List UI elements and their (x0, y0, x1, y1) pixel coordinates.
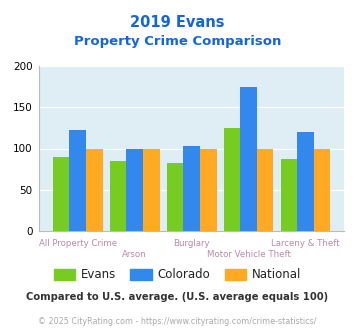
Bar (257, 148, 273, 231)
Bar (297, 132, 314, 231)
Text: © 2025 CityRating.com - https://www.cityrating.com/crime-statistics/: © 2025 CityRating.com - https://www.city… (38, 317, 317, 326)
Bar (281, 159, 297, 231)
Bar (53, 157, 70, 231)
Bar (240, 86, 257, 231)
Bar (167, 162, 184, 231)
Bar (314, 148, 331, 231)
Bar (70, 129, 86, 231)
Text: Compared to U.S. average. (U.S. average equals 100): Compared to U.S. average. (U.S. average … (26, 292, 329, 302)
Bar (126, 148, 143, 231)
Bar (184, 146, 200, 231)
Text: 2019 Evans: 2019 Evans (130, 15, 225, 30)
Bar (224, 128, 240, 231)
Bar (110, 161, 126, 231)
Text: Property Crime Comparison: Property Crime Comparison (74, 35, 281, 48)
Bar (143, 148, 159, 231)
Bar (86, 148, 103, 231)
Bar (200, 148, 217, 231)
Legend: Evans, Colorado, National: Evans, Colorado, National (50, 265, 305, 285)
